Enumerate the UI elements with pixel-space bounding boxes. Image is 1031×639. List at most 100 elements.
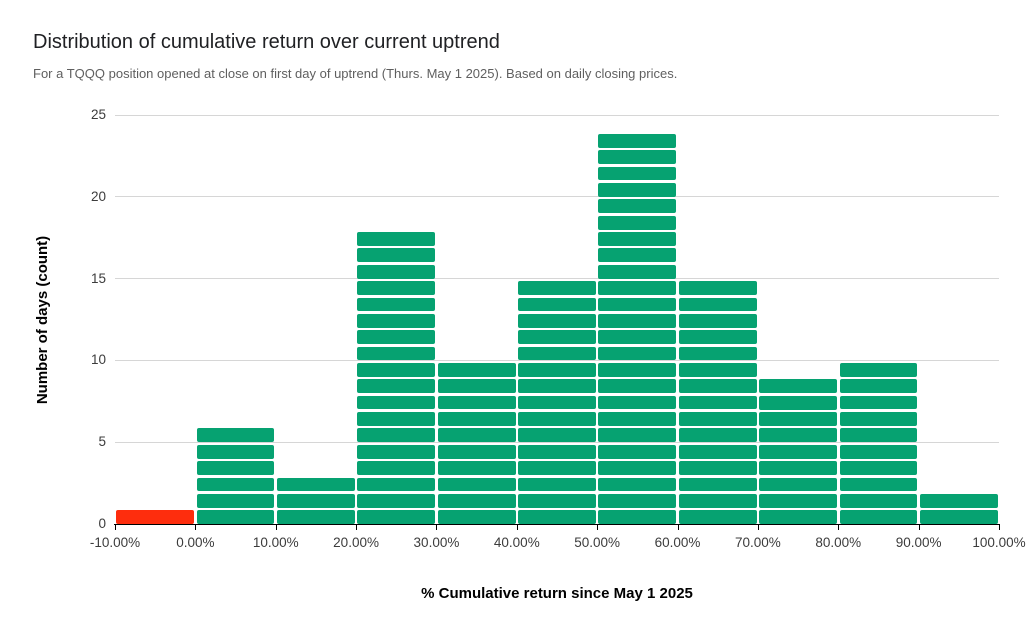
bar-segment: [598, 150, 677, 165]
histogram-bar: [598, 133, 677, 524]
bar-segment: [598, 510, 677, 524]
histogram-bar: [277, 477, 355, 525]
bar-segment: [598, 346, 677, 361]
bar-segment: [839, 461, 918, 475]
bar-segment: [759, 493, 837, 508]
bar-segment: [437, 461, 516, 475]
bar-segment: [759, 412, 837, 426]
bar-segment: [196, 493, 275, 508]
plot-area: [115, 114, 999, 525]
bar-segment: [759, 428, 837, 443]
bar-segment: [518, 330, 596, 345]
bar-segment: [759, 461, 837, 475]
histogram-bar: [437, 363, 516, 524]
bar-segment: [518, 313, 596, 328]
histogram-bar: [357, 232, 436, 524]
bar-segment: [598, 264, 677, 279]
chart-subtitle: For a TQQQ position opened at close on f…: [33, 66, 678, 81]
bar-segment: [357, 363, 436, 377]
y-tick-label-5: 5: [98, 434, 106, 450]
bar-segment: [357, 510, 436, 524]
bar-segment: [437, 363, 516, 377]
gridline-25: [115, 114, 999, 116]
x-tick-mark-7: [677, 524, 679, 530]
y-tick-label-10: 10: [90, 352, 106, 368]
bar-segment: [839, 493, 918, 508]
x-tick-mark-1: [195, 524, 197, 530]
bar-segment: [598, 232, 677, 246]
x-tick-mark-3: [356, 524, 358, 530]
x-tick-mark-2: [275, 524, 277, 530]
bar-segment: [598, 199, 677, 214]
bar-segment: [678, 477, 757, 492]
bar-segment: [357, 297, 436, 312]
bar-segment: [357, 264, 436, 279]
bar-segment: [678, 346, 757, 361]
bar-segment: [759, 379, 837, 394]
x-tick-mark-11: [999, 524, 1000, 530]
x-tick-mark-8: [757, 524, 759, 530]
x-tick-label-7: 60.00%: [654, 535, 701, 550]
x-tick-label-2: 10.00%: [252, 535, 299, 550]
bar-segment: [437, 477, 516, 492]
bar-segment: [518, 363, 596, 377]
bar-segment: [196, 477, 275, 492]
bar-segment: [357, 444, 436, 459]
bar-segment: [919, 493, 998, 508]
histogram-bar: [116, 510, 195, 524]
x-tick-mark-9: [838, 524, 840, 530]
bar-segment: [678, 395, 757, 410]
bar-segment: [437, 428, 516, 443]
y-tick-label-20: 20: [90, 188, 106, 204]
bar-segment: [357, 477, 436, 492]
x-tick-mark-6: [597, 524, 599, 530]
x-tick-label-5: 40.00%: [493, 535, 540, 550]
bar-segment: [598, 363, 677, 377]
x-tick-mark-4: [436, 524, 438, 530]
bar-segment: [357, 248, 436, 263]
y-axis-title: Number of days (count): [34, 235, 51, 405]
bar-segment: [759, 510, 837, 525]
x-tick-label-4: 30.00%: [413, 535, 460, 550]
bar-segment: [357, 461, 436, 475]
bar-segment: [437, 412, 516, 426]
bar-segment: [598, 297, 677, 312]
histogram-bar: [518, 281, 596, 524]
bar-segment: [437, 510, 516, 524]
bar-segment: [678, 363, 757, 377]
bar-segment: [277, 493, 355, 508]
bar-segment: [518, 412, 596, 426]
bar-segment: [598, 395, 677, 410]
bar-segment: [678, 428, 757, 443]
bar-segment: [437, 444, 516, 459]
bar-segment: [518, 510, 596, 524]
bar-segment: [357, 232, 436, 246]
bar-segment: [518, 395, 596, 410]
x-tick-label-3: 20.00%: [333, 535, 379, 550]
bar-segment: [357, 346, 436, 361]
bar-segment: [839, 363, 918, 377]
histogram-bar: [678, 281, 757, 524]
gridline-10: [115, 359, 999, 361]
gridline-20: [115, 196, 999, 198]
bar-segment: [357, 330, 436, 345]
x-tick-mark-10: [918, 524, 920, 530]
bar-segment: [277, 510, 355, 525]
bar-segment: [518, 281, 596, 295]
bar-segment: [678, 412, 757, 426]
bar-segment: [196, 510, 275, 525]
x-tick-mark-5: [516, 524, 518, 530]
bar-segment: [357, 313, 436, 328]
x-tick-label-11: 100.00%: [972, 535, 1026, 550]
bar-segment: [598, 477, 677, 492]
bar-segment: [598, 379, 677, 394]
x-axis-line: [114, 524, 1000, 525]
bar-segment: [518, 428, 596, 443]
histogram-bar: [839, 363, 918, 524]
bar-segment: [678, 510, 757, 524]
bar-segment: [518, 444, 596, 459]
bar-segment: [437, 395, 516, 410]
bar-segment: [919, 510, 998, 525]
bar-segment: [678, 461, 757, 475]
